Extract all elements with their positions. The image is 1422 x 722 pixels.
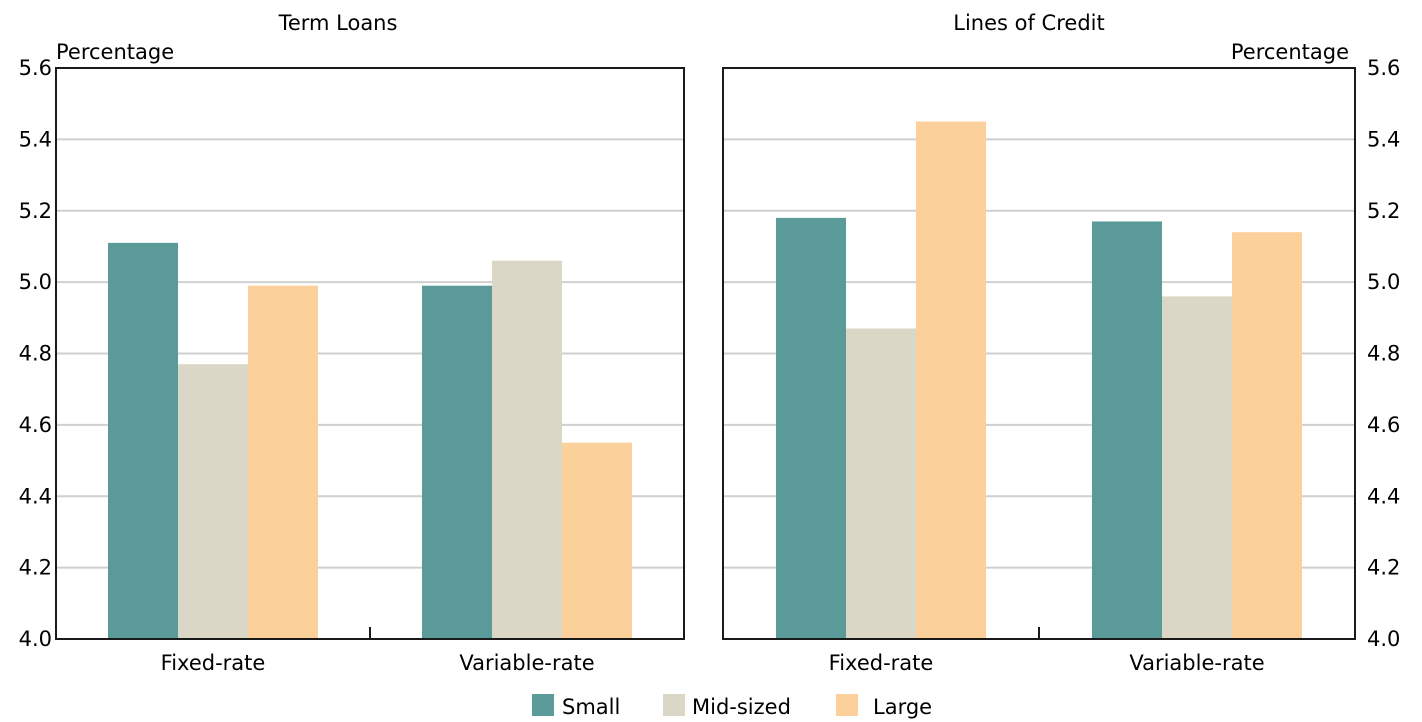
panel-1-y-tick-label: 5.2 [19, 199, 52, 223]
legend-swatch-small [532, 694, 554, 716]
panel-1-y-tick-label: 4.0 [19, 627, 52, 651]
panel-2-y-tick-label: 4.2 [1367, 556, 1400, 580]
panel-1-y-tick-label: 4.4 [19, 484, 52, 508]
panel-1-bar-mid-sized-fixed-rate [178, 364, 248, 639]
panel-1-y-tick-label: 5.4 [19, 127, 52, 151]
panel-2-y-tick-label: 5.6 [1367, 56, 1400, 80]
legend-label-small: Small [562, 695, 620, 719]
panel-2-y-tick-label: 4.0 [1367, 627, 1400, 651]
panel-1-y-tick-label: 5.0 [19, 270, 52, 294]
legend-swatch-mid-sized [663, 694, 685, 716]
panel-1-bar-large-fixed-rate [248, 285, 318, 639]
panel-2-category-label: Fixed-rate [829, 651, 934, 675]
panel-1-frame [55, 67, 685, 640]
panel-2-y-axis-label: Percentage [1231, 40, 1349, 64]
panel-2-bar-mid-sized-variable-rate [1162, 296, 1232, 639]
legend-label-mid-sized: Mid-sized [692, 695, 791, 719]
panel-2-y-tick-label: 5.4 [1367, 127, 1400, 151]
panel-1-title: Term Loans [278, 11, 398, 35]
panel-1-bar-small-variable-rate [422, 285, 492, 639]
panel-2-bar-small-variable-rate [1092, 221, 1162, 640]
panel-1-category-label: Fixed-rate [161, 651, 266, 675]
panel-2-frame [722, 67, 1356, 640]
panel-2-bar-large-variable-rate [1232, 232, 1302, 639]
panel-2-bar-small-fixed-rate [776, 217, 846, 639]
panel-1-y-axis-label: Percentage [56, 40, 174, 64]
panel-1-category-label: Variable-rate [459, 651, 594, 675]
panel-1-bar-small-fixed-rate [108, 242, 178, 639]
panel-2-y-tick-label: 4.8 [1367, 342, 1400, 366]
panel-2-y-tick-label: 4.6 [1367, 413, 1400, 437]
panel-1-y-tick-label: 4.6 [19, 413, 52, 437]
panel-1-bar-large-variable-rate [562, 442, 632, 639]
panel-2-title: Lines of Credit [953, 11, 1104, 35]
legend-label-large: Large [873, 695, 932, 719]
panel-1-y-tick-label: 4.2 [19, 556, 52, 580]
panel-1-bar-mid-sized-variable-rate [492, 260, 562, 639]
panel-2-y-tick-label: 4.4 [1367, 484, 1400, 508]
legend-swatch-large [836, 694, 858, 716]
panel-1-y-tick-label: 5.6 [19, 56, 52, 80]
panel-1-y-tick-label: 4.8 [19, 342, 52, 366]
panel-2-bar-mid-sized-fixed-rate [846, 328, 916, 639]
panel-2-y-tick-label: 5.2 [1367, 199, 1400, 223]
panel-2-bar-large-fixed-rate [916, 121, 986, 639]
panel-2-category-label: Variable-rate [1129, 651, 1264, 675]
panel-2-y-tick-label: 5.0 [1367, 270, 1400, 294]
